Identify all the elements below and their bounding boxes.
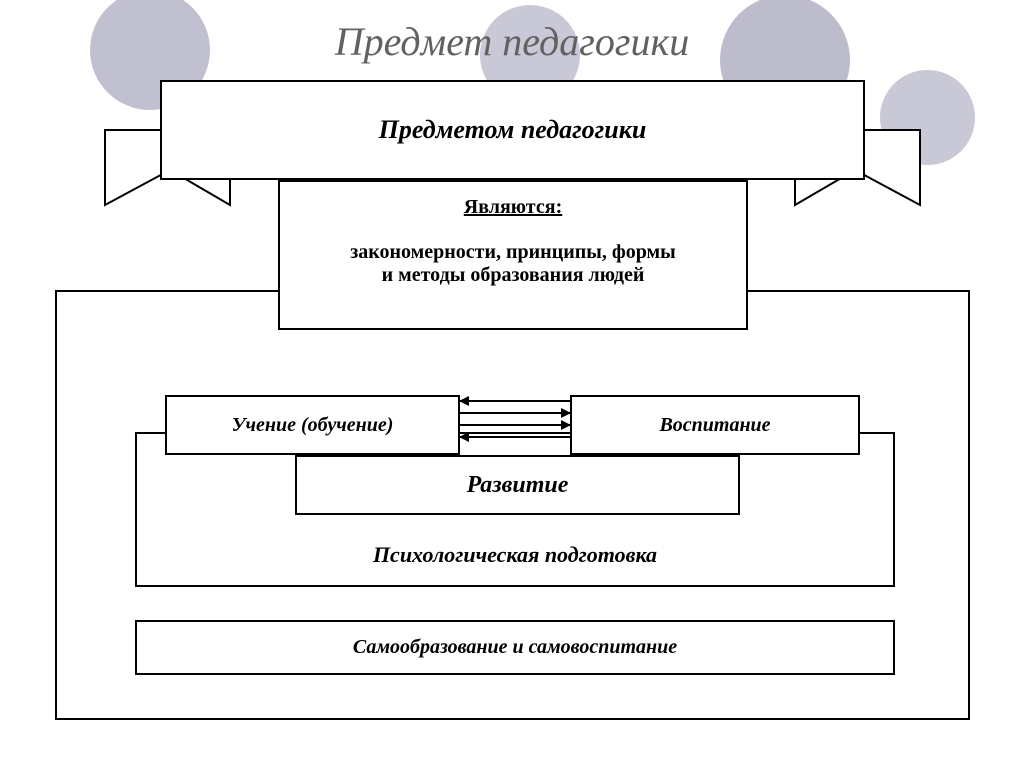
banner-label: Предметом педагогики: [379, 115, 647, 145]
page-title: Предмет педагогики: [0, 18, 1024, 65]
definition-line1: закономерности, принципы, формы: [350, 241, 676, 264]
definition-box: Являются: закономерности, принципы, форм…: [278, 180, 748, 330]
definition-title: Являются:: [464, 196, 562, 219]
definition-line2: и методы образования людей: [382, 264, 645, 287]
banner-box: Предметом педагогики: [160, 80, 865, 180]
